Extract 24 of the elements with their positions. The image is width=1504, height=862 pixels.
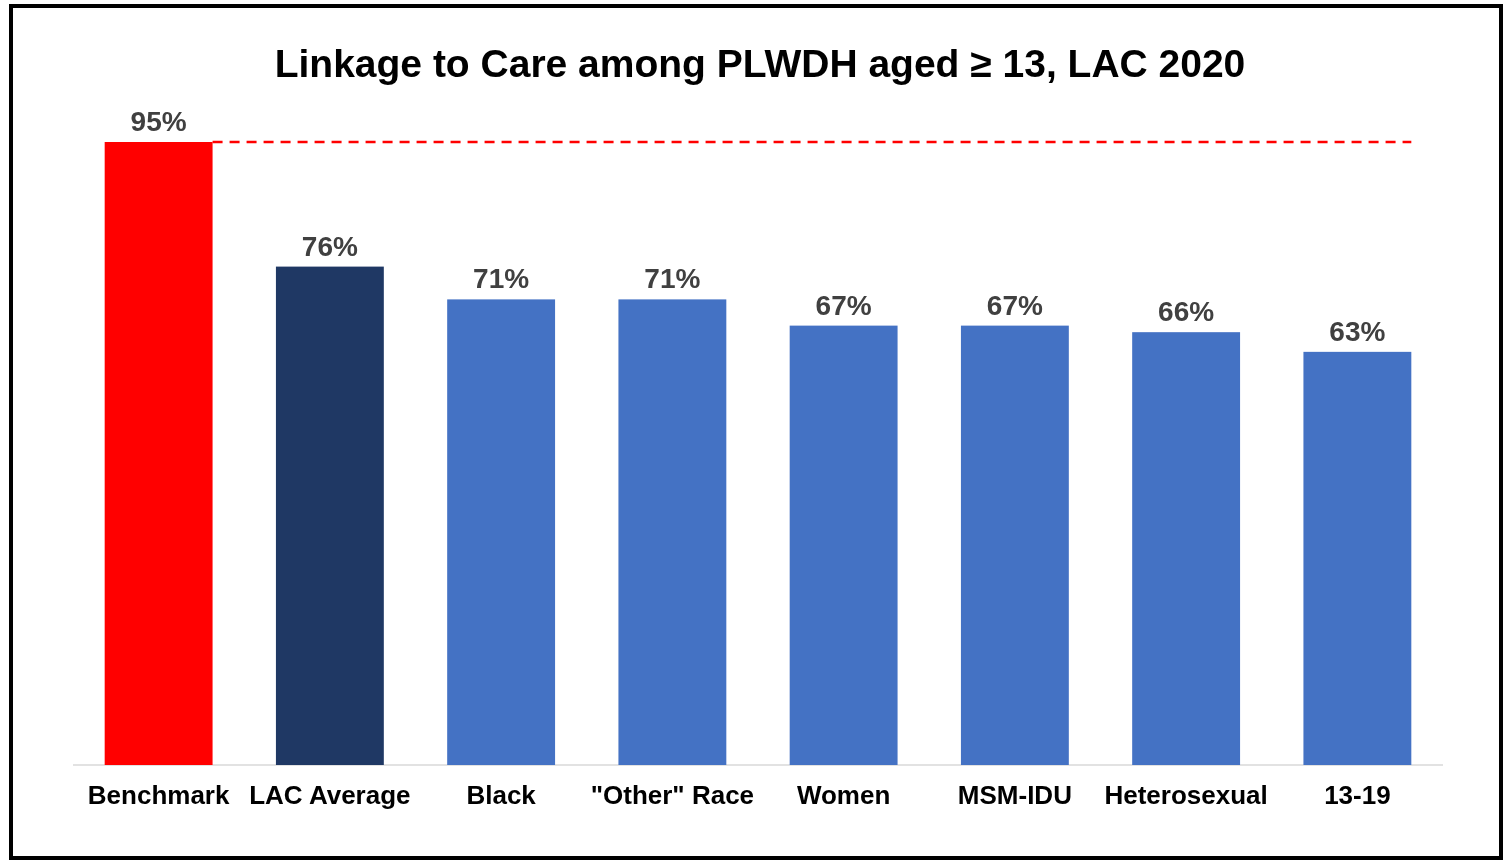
x-tick-label: Heterosexual <box>1104 780 1268 810</box>
x-tick-label: LAC Average <box>249 780 411 810</box>
chart-title: Linkage to Care among PLWDH aged ≥ 13, LAC 2020 <box>274 42 1246 85</box>
bar <box>275 266 384 765</box>
data-label: 67% <box>815 289 872 321</box>
data-label: 63% <box>1329 315 1386 347</box>
bar <box>1132 332 1241 765</box>
bar <box>447 299 556 765</box>
bar <box>960 325 1069 765</box>
data-label: 95% <box>130 106 187 137</box>
x-tick-label: Women <box>796 780 891 810</box>
x-tick-label: MSM-IDU <box>957 780 1072 810</box>
data-label: 71% <box>473 263 530 295</box>
data-label: 66% <box>1158 296 1215 328</box>
data-label: 76% <box>301 230 358 262</box>
bar <box>789 325 898 765</box>
x-tick-label: 13-19 <box>1324 780 1391 810</box>
x-tick-label: "Other" Race <box>590 780 755 810</box>
x-tick-label: Black <box>466 780 537 810</box>
bar <box>618 299 727 765</box>
data-label: 71% <box>644 263 701 295</box>
data-label: 67% <box>986 289 1043 321</box>
x-tick-label: Benchmark <box>87 780 230 810</box>
bar <box>1303 351 1412 765</box>
